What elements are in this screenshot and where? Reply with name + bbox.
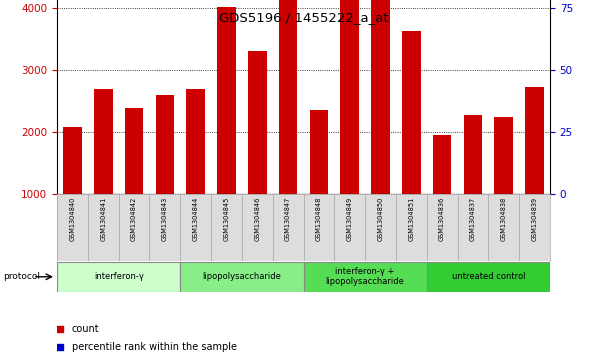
Bar <box>156 95 174 194</box>
Bar <box>371 0 390 194</box>
Bar <box>125 109 144 194</box>
Text: GSM1304848: GSM1304848 <box>316 197 322 241</box>
Bar <box>279 0 297 194</box>
Text: GSM1304841: GSM1304841 <box>100 197 106 241</box>
Point <box>248 252 257 258</box>
Text: GSM1304836: GSM1304836 <box>439 197 445 241</box>
Bar <box>180 262 304 291</box>
Bar <box>186 89 205 194</box>
Bar <box>519 194 550 261</box>
Text: percentile rank within the sample: percentile rank within the sample <box>72 342 237 352</box>
Bar <box>304 194 334 261</box>
Bar <box>525 87 544 194</box>
Text: GSM1304846: GSM1304846 <box>254 197 260 241</box>
Text: GSM1304839: GSM1304839 <box>531 197 537 241</box>
Text: GSM1304837: GSM1304837 <box>470 197 476 241</box>
Text: GDS5196 / 1455222_a_at: GDS5196 / 1455222_a_at <box>219 11 388 24</box>
Bar <box>340 0 359 194</box>
Bar <box>396 194 427 261</box>
Text: interferon-γ +
lipopolysaccharide: interferon-γ + lipopolysaccharide <box>326 267 404 286</box>
Bar <box>433 135 451 194</box>
Text: GSM1304847: GSM1304847 <box>285 197 291 241</box>
Bar <box>150 194 180 261</box>
Bar <box>304 262 427 291</box>
Text: GSM1304838: GSM1304838 <box>501 197 507 241</box>
Bar <box>248 50 267 194</box>
Bar <box>180 194 211 261</box>
Bar <box>489 194 519 261</box>
Text: GSM1304842: GSM1304842 <box>131 197 137 241</box>
Text: GSM1304851: GSM1304851 <box>408 197 414 241</box>
Text: GSM1304845: GSM1304845 <box>224 197 230 241</box>
Text: GSM1304849: GSM1304849 <box>347 197 353 241</box>
Bar <box>310 110 328 194</box>
Bar <box>218 7 236 194</box>
Text: GSM1304843: GSM1304843 <box>162 197 168 241</box>
Text: interferon-γ: interferon-γ <box>94 272 144 281</box>
Bar <box>402 31 421 194</box>
Bar <box>242 194 273 261</box>
Text: GSM1304844: GSM1304844 <box>193 197 199 241</box>
Bar <box>457 194 489 261</box>
Bar <box>63 127 82 194</box>
Point <box>248 87 257 93</box>
Bar <box>495 117 513 194</box>
Bar <box>119 194 150 261</box>
Bar <box>365 194 396 261</box>
Bar <box>211 194 242 261</box>
Text: protocol: protocol <box>3 272 40 281</box>
Text: GSM1304850: GSM1304850 <box>377 197 383 241</box>
Bar <box>94 89 112 194</box>
Bar <box>464 115 482 194</box>
Text: lipopolysaccharide: lipopolysaccharide <box>203 272 281 281</box>
Text: untreated control: untreated control <box>451 272 525 281</box>
Bar <box>273 194 304 261</box>
Bar <box>334 194 365 261</box>
Text: count: count <box>72 323 100 334</box>
Bar <box>57 262 180 291</box>
Bar <box>427 194 457 261</box>
Bar <box>57 194 88 261</box>
Bar <box>427 262 550 291</box>
Bar <box>88 194 119 261</box>
Text: GSM1304840: GSM1304840 <box>70 197 76 241</box>
